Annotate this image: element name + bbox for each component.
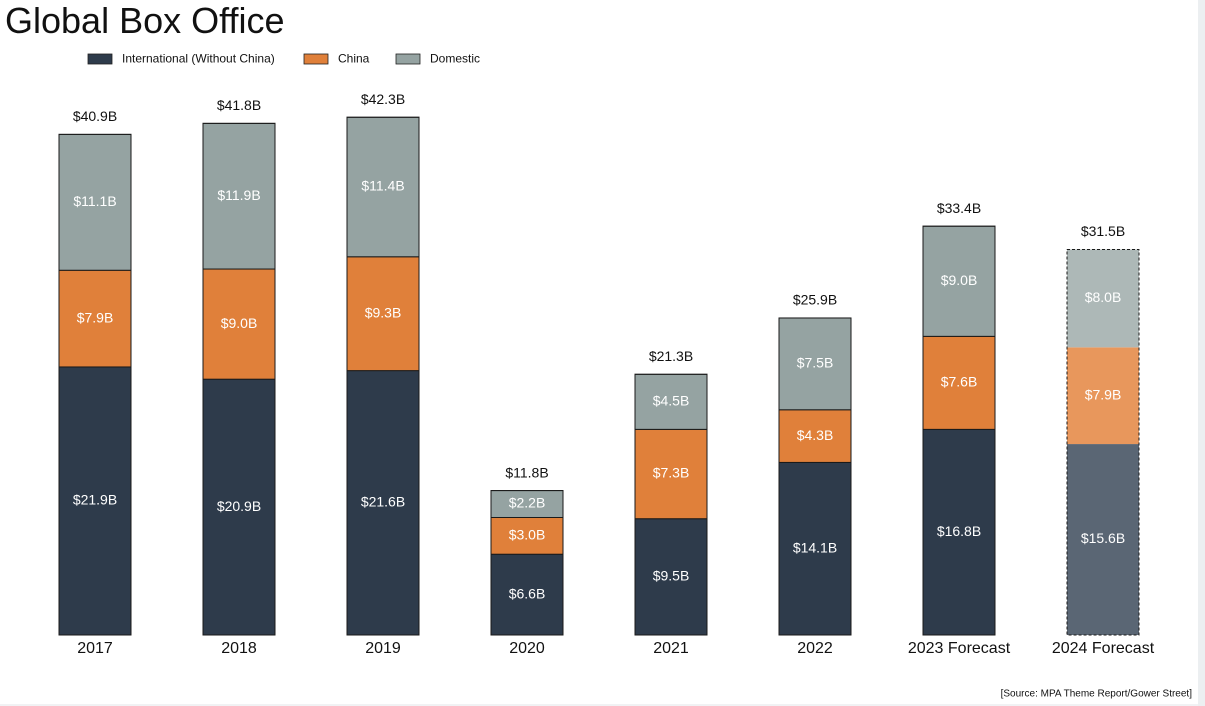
segment-label: $7.9B bbox=[77, 309, 114, 325]
segment-label: $11.9B bbox=[217, 187, 260, 203]
x-tick-label: 2020 bbox=[509, 640, 545, 657]
segment-label: $11.4B bbox=[361, 178, 404, 194]
x-tick-label: 2018 bbox=[221, 640, 257, 657]
segment-label: $2.2B bbox=[509, 495, 546, 511]
bar-segment bbox=[634, 518, 708, 636]
segment-label: $7.9B bbox=[1085, 386, 1122, 402]
segment-label: $9.3B bbox=[365, 304, 402, 320]
bar-segment bbox=[490, 553, 564, 636]
bar-outline bbox=[202, 122, 276, 636]
bar-segment bbox=[346, 116, 420, 258]
bar-segment bbox=[1067, 444, 1139, 635]
total-label: $31.5B bbox=[1081, 223, 1125, 239]
segment-label: $4.3B bbox=[797, 427, 834, 443]
total-label: $41.8B bbox=[217, 97, 261, 113]
bar-outline bbox=[58, 133, 132, 636]
bar-segment bbox=[1067, 249, 1139, 348]
legend-label: International (Without China) bbox=[122, 52, 275, 66]
segment-label: $7.5B bbox=[797, 355, 834, 371]
bar-segment bbox=[346, 370, 420, 636]
segment-label: $14.1B bbox=[793, 539, 837, 555]
total-label: $21.3B bbox=[649, 348, 693, 364]
x-tick-label: 2024 Forecast bbox=[1052, 640, 1155, 657]
bar-segment bbox=[58, 269, 132, 368]
chart-title: Global Box Office bbox=[5, 0, 284, 41]
bar-segment bbox=[778, 317, 852, 411]
edge-strip bbox=[1198, 0, 1205, 706]
bar-outline bbox=[490, 490, 564, 636]
total-label: $11.8B bbox=[505, 464, 548, 480]
segment-label: $7.3B bbox=[653, 465, 690, 481]
bar-segment bbox=[202, 122, 276, 270]
bar-segment bbox=[202, 378, 276, 636]
source-note: [Source: MPA Theme Report/Gower Street] bbox=[1001, 689, 1193, 700]
bar-segment bbox=[778, 409, 852, 463]
segment-label: $3.0B bbox=[509, 527, 546, 543]
x-tick-label: 2021 bbox=[653, 640, 689, 657]
total-label: $42.3B bbox=[361, 91, 405, 107]
segment-label: $9.0B bbox=[221, 315, 258, 331]
segment-label: $4.5B bbox=[653, 393, 690, 409]
x-tick-label: 2023 Forecast bbox=[908, 640, 1011, 657]
total-label: $40.9B bbox=[73, 108, 117, 124]
segment-label: $16.8B bbox=[937, 523, 981, 539]
segment-label: $15.6B bbox=[1081, 530, 1125, 546]
legend-swatch bbox=[87, 53, 113, 65]
segment-label: $8.0B bbox=[1085, 289, 1122, 305]
segment-label: $21.6B bbox=[361, 494, 405, 510]
x-tick-label: 2022 bbox=[797, 640, 833, 657]
bar-segment bbox=[634, 428, 708, 520]
segment-label: $7.6B bbox=[941, 374, 978, 390]
segment-label: $6.6B bbox=[509, 585, 546, 601]
bar-outline bbox=[634, 373, 708, 636]
bar-segment bbox=[922, 428, 996, 636]
bar-segment bbox=[1067, 347, 1139, 445]
segment-label: $20.9B bbox=[217, 498, 261, 514]
x-tick-label: 2017 bbox=[77, 640, 113, 657]
segment-label: $21.9B bbox=[73, 492, 117, 508]
total-label: $33.4B bbox=[937, 200, 981, 216]
bar-outline bbox=[1066, 248, 1140, 636]
x-tick-label: 2019 bbox=[365, 640, 401, 657]
segment-label: $9.0B bbox=[941, 272, 978, 288]
legend-swatch bbox=[395, 53, 421, 65]
total-label: $25.9B bbox=[793, 292, 837, 308]
bar-segment bbox=[922, 225, 996, 337]
legend-label: Domestic bbox=[430, 52, 480, 66]
legend-label: China bbox=[338, 52, 370, 66]
bar-outline bbox=[922, 225, 996, 636]
legend-swatch bbox=[303, 53, 329, 65]
segment-label: $11.1B bbox=[73, 193, 116, 209]
bar-outline bbox=[778, 317, 852, 636]
bar-outline bbox=[346, 116, 420, 636]
segment-label: $9.5B bbox=[653, 568, 690, 584]
